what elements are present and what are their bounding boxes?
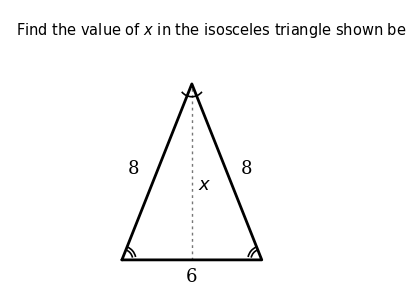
- Text: 8: 8: [241, 160, 252, 178]
- Text: 8: 8: [128, 160, 139, 178]
- Text: Find the value of $x$ in the isosceles triangle shown below.: Find the value of $x$ in the isosceles t…: [16, 21, 407, 40]
- Text: $x$: $x$: [198, 176, 211, 194]
- Text: 6: 6: [186, 268, 197, 286]
